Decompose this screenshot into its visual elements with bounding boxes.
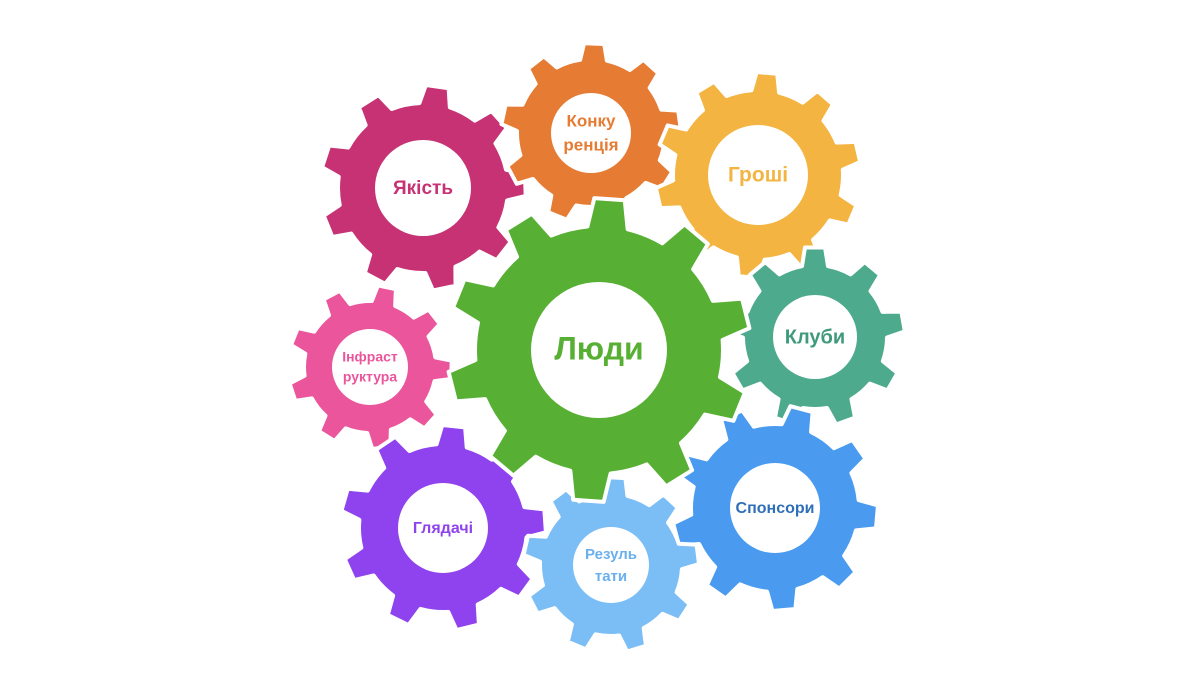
gear-infrastruktura-hub bbox=[332, 329, 408, 405]
gear-yakist-label-0: Якість bbox=[393, 178, 453, 199]
gear-infrastruktura: Інфраст руктура bbox=[287, 283, 454, 451]
gear-kluby-hub bbox=[773, 295, 857, 379]
gear-yakist-hub bbox=[375, 140, 471, 236]
gear-hroshi-label-0: Гроші bbox=[728, 164, 788, 187]
gear-hroshi: Гроші bbox=[653, 70, 863, 280]
gear-konkurentsiia: Конку ренція bbox=[499, 41, 683, 224]
gear-rezultaty-label-1: тати bbox=[595, 568, 627, 585]
gear-konkurentsiia-hub bbox=[551, 93, 631, 173]
gear-infrastruktura-label-0: Інфраст bbox=[342, 349, 398, 365]
gear-hliadachi-hub bbox=[398, 483, 488, 573]
gear-liudy-label-0: Люди bbox=[554, 330, 643, 366]
gear-hliadachi-label-0: Глядачі bbox=[413, 520, 473, 537]
gear-rezultaty-label-0: Резуль bbox=[585, 546, 637, 563]
gear-hroshi-hub bbox=[708, 125, 808, 225]
gear-konkurentsiia-label-0: Конку bbox=[567, 111, 617, 130]
gear-kluby: Клуби bbox=[723, 245, 907, 427]
gear-kluby-label-0: Клуби bbox=[785, 326, 845, 348]
gear-sponsory: Спонсори bbox=[671, 404, 880, 613]
gear-hliadachi: Глядачі bbox=[339, 423, 548, 633]
gear-liudy: Люди bbox=[446, 196, 752, 504]
gear-rezultaty-hub bbox=[573, 527, 649, 603]
gear-yakist: Якість bbox=[320, 83, 528, 293]
gear-rezultaty: Резуль тати bbox=[521, 475, 701, 654]
gear-liudy-hub bbox=[531, 282, 667, 418]
gear-infrastruktura-label-1: руктура bbox=[343, 369, 398, 385]
gear-sponsory-label-0: Спонсори bbox=[736, 500, 815, 517]
gear-sponsory-hub bbox=[730, 463, 820, 553]
gear-konkurentsiia-label-1: ренція bbox=[563, 135, 618, 154]
